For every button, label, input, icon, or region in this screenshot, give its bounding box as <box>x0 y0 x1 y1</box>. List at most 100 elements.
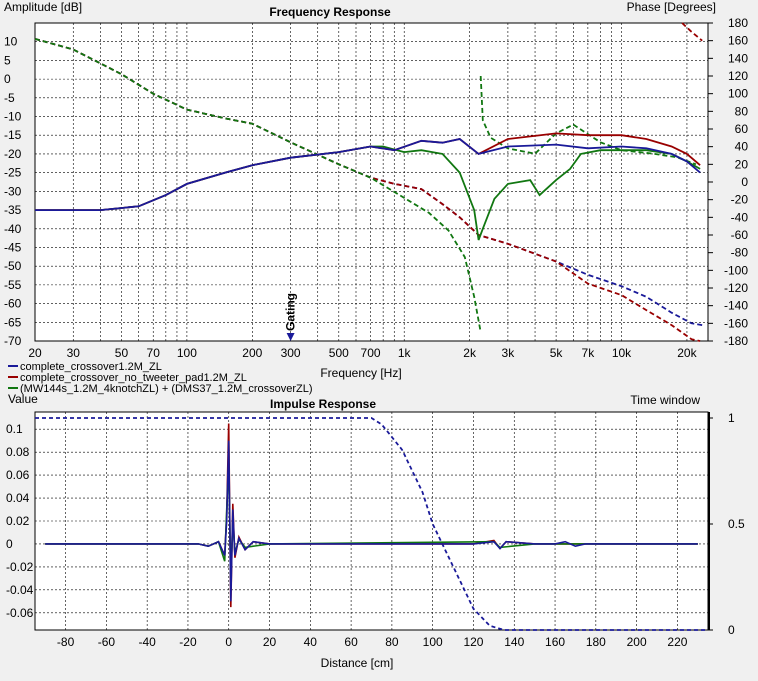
ir-x-tick-label: 80 <box>385 635 399 649</box>
ir-xlabel: Distance [cm] <box>321 656 394 670</box>
fr-legend: complete_crossover1.2M_ZL complete_cross… <box>8 361 313 395</box>
fr-y2-tick-label: -140 <box>724 299 748 313</box>
ir-impulse-line-1[interactable] <box>45 440 698 602</box>
ir-x-tick-label: 140 <box>504 635 524 649</box>
fr-y2-tick-label: 20 <box>735 157 749 171</box>
fr-series-group <box>34 22 703 342</box>
fr-y-tick-label: -45 <box>4 240 22 254</box>
fr-x-tick-label: 30 <box>67 346 81 360</box>
fr-y-tick-label: -60 <box>4 297 22 311</box>
fr-y2-tick-label: 180 <box>728 16 748 30</box>
fr-y2-tick-label: -100 <box>724 263 748 277</box>
ir-y-tick-label: 0.08 <box>6 445 30 459</box>
fr-y2-tick-label: 120 <box>728 69 748 83</box>
fr-y-tick-label: -20 <box>4 147 22 161</box>
fr-y2-tick-label: -120 <box>724 281 748 295</box>
fr-x-tick-label: 1k <box>398 346 412 360</box>
ir-x-tick-label: 20 <box>263 635 277 649</box>
fr-y-tick-label: -30 <box>4 184 22 198</box>
fr-y2-tick-label: 100 <box>728 87 748 101</box>
ir-x-tick-label: -60 <box>98 635 116 649</box>
fr-y2-tick-label: 140 <box>728 51 748 65</box>
ir-y2label: Time window <box>630 393 700 407</box>
fr-y-tick-label: 5 <box>4 53 11 67</box>
ir-x-tick-label: -80 <box>57 635 75 649</box>
ir-x-tick-label: 60 <box>344 635 358 649</box>
ir-y2-tick-label: 0.5 <box>728 517 745 531</box>
fr-y2label: Phase [Degrees] <box>627 0 716 14</box>
impulse-response-panel: -80 -60 -40 -20 0 20 40 60 80 100 120 140 160 180 200 2… <box>6 392 745 670</box>
fr-magnitude-line-1[interactable] <box>35 138 701 211</box>
fr-tick-labels: 20 30 50 70 100 200 300 500 700 1k 2k 3k 5k 7k 10k 20k1… <box>4 16 748 360</box>
ir-x-tick-label: -40 <box>138 635 156 649</box>
fr-x-tick-label: 70 <box>147 346 161 360</box>
fr-y-tick-label: -15 <box>4 128 22 142</box>
ir-series-group <box>35 417 708 631</box>
ir-ylabel: Value <box>8 392 38 406</box>
fr-y2-tick-label: -60 <box>731 228 749 242</box>
ir-y-tick-label: 0.04 <box>6 491 30 505</box>
ir-y-tick-label: 0.06 <box>6 468 30 482</box>
fr-y-tick-label: -35 <box>4 203 22 217</box>
fr-x-tick-label: 5k <box>550 346 564 360</box>
fr-phase-wrap-line-3[interactable] <box>479 75 697 166</box>
fr-x-tick-label: 100 <box>177 346 197 360</box>
fr-x-tick-label: 7k <box>582 346 596 360</box>
fr-y2-tick-label: -40 <box>731 210 749 224</box>
ir-x-tick-label: 120 <box>463 635 483 649</box>
frequency-response-panel: 20 30 50 70 100 200 300 500 700 1k 2k 3k 5k 7k 10k 20k1… <box>4 0 748 395</box>
ir-time-window-line[interactable] <box>35 417 708 631</box>
fr-y-tick-label: -55 <box>4 278 22 292</box>
fr-y2-tick-label: 80 <box>735 104 749 118</box>
fr-y2-tick-label: 40 <box>735 140 749 154</box>
gating-marker[interactable]: Gating <box>284 293 298 341</box>
ir-x-tick-label: 220 <box>667 635 687 649</box>
ir-x-tick-label: 0 <box>225 635 232 649</box>
fr-x-tick-label: 700 <box>361 346 381 360</box>
fr-y-tick-label: -70 <box>4 334 22 348</box>
fr-y2-tick-label: -160 <box>724 316 748 330</box>
fr-y-tick-label: -25 <box>4 166 22 180</box>
fr-title: Frequency Response <box>269 5 391 19</box>
legend-label-series1: complete_crossover1.2M_ZL <box>20 361 162 373</box>
ir-y-tick-label: -0.06 <box>6 606 34 620</box>
fr-phase-wrap-line-2[interactable] <box>681 22 703 42</box>
legend-label-series3: (MW144s_1.2M_4knotchZL) + (DMS37_1.2M_cr… <box>20 383 313 395</box>
fr-ylabel: Amplitude [dB] <box>4 0 82 14</box>
fr-x-tick-label: 20k <box>677 346 697 360</box>
fr-x-tick-label: 20 <box>28 346 42 360</box>
gating-arrow-icon <box>286 333 295 341</box>
ir-x-tick-label: 200 <box>627 635 647 649</box>
fr-y-tick-label: -40 <box>4 222 22 236</box>
ir-y2-tick-label: 1 <box>728 411 735 425</box>
ir-x-tick-label: 180 <box>586 635 606 649</box>
fr-y-tick-label: -10 <box>4 110 22 124</box>
fr-plot-area[interactable] <box>34 22 709 342</box>
ir-y-tick-label: 0.02 <box>6 514 30 528</box>
fr-y-tick-label: 0 <box>4 72 11 86</box>
ir-title: Impulse Response <box>270 397 376 411</box>
fr-y2-tick-label: 160 <box>728 34 748 48</box>
ir-y2-tick-label: 0 <box>728 623 735 637</box>
fr-grid <box>34 23 708 342</box>
fr-y-tick-label: -5 <box>4 91 15 105</box>
ir-y-tick-label: -0.04 <box>6 583 34 597</box>
fr-x-tick-label: 300 <box>281 346 301 360</box>
fr-xlabel: Frequency [Hz] <box>320 366 401 380</box>
fr-y2-tick-label: 60 <box>735 122 749 136</box>
ir-x-tick-label: 100 <box>423 635 443 649</box>
ir-x-tick-label: 160 <box>545 635 565 649</box>
fr-x-tick-label: 200 <box>242 346 262 360</box>
fr-y-tick-label: -65 <box>4 315 22 329</box>
ir-y-tick-label: 0 <box>6 537 13 551</box>
legend-label-series2: complete_crossover_no_tweeter_pad1.2M_ZL <box>20 372 247 384</box>
ir-tick-labels: -80 -60 -40 -20 0 20 40 60 80 100 120 140 160 180 200 2… <box>6 411 745 649</box>
fr-x-tick-label: 10k <box>612 346 632 360</box>
fr-phase-line-3[interactable] <box>34 38 482 333</box>
ir-x-tick-label: 40 <box>304 635 318 649</box>
fr-y2-tick-label: -80 <box>731 246 749 260</box>
fr-x-tick-label: 3k <box>502 346 516 360</box>
fr-y-tick-label: -50 <box>4 259 22 273</box>
fr-x-tick-label: 2k <box>463 346 477 360</box>
fr-y2-tick-label: -180 <box>724 334 748 348</box>
